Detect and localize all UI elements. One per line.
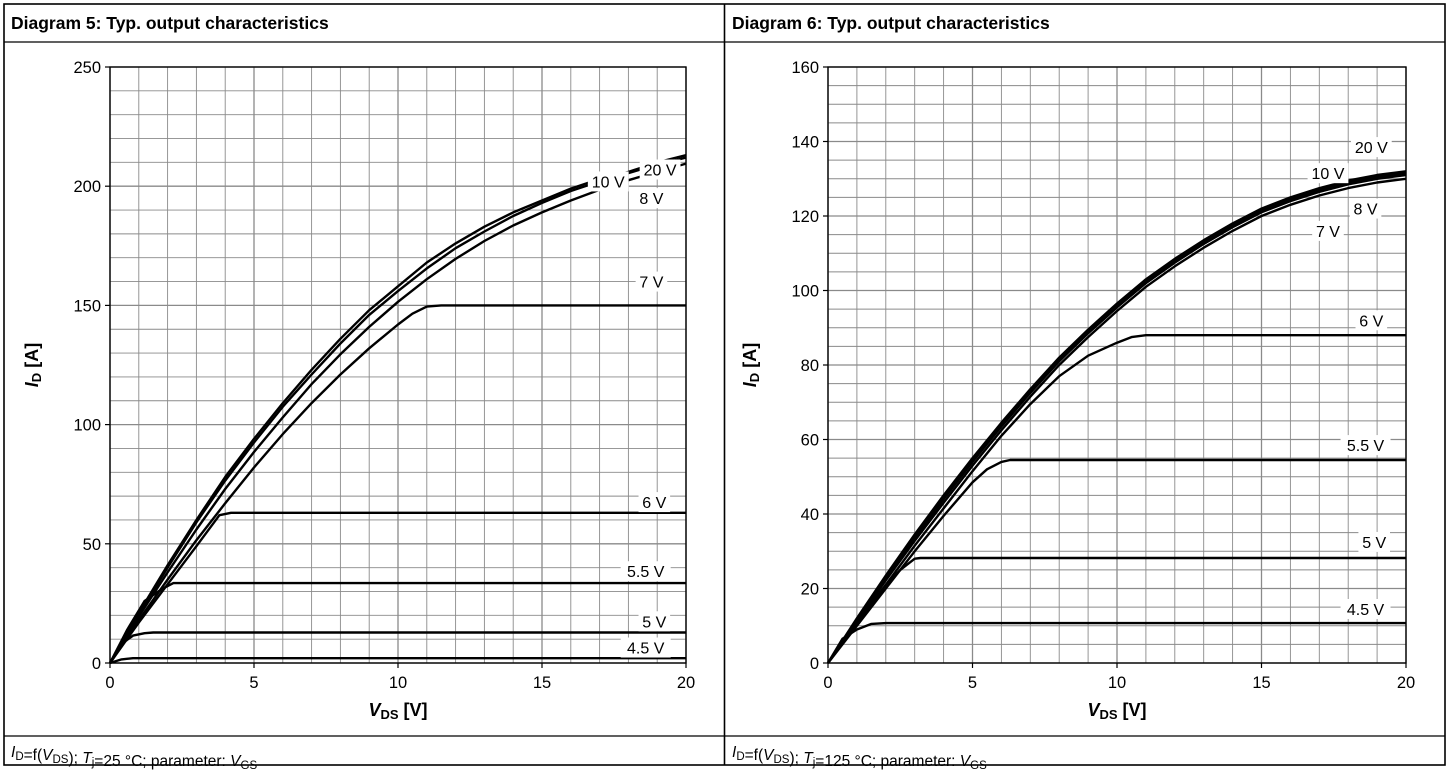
series-label-vgs-8V: 8 V (639, 191, 663, 208)
series-label-vgs-20V: 20 V (644, 163, 677, 180)
chart-title-diagram-5: Diagram 5: Typ. output characteristics (11, 13, 329, 33)
y-tick-label: 60 (801, 432, 819, 450)
y-tick-label: 250 (73, 59, 101, 77)
y-tick-label: 20 (801, 581, 819, 599)
y-tick-label: 50 (83, 536, 101, 554)
series-curve-vgs-8V (827, 173, 1407, 664)
chart-panel-diagram-6: Diagram 6: Typ. output characteristics 0… (732, 13, 1415, 770)
chart-panel-diagram-5: Diagram 5: Typ. output characteristics 0… (11, 13, 695, 770)
series-label-background (1340, 598, 1391, 619)
y-tick-label: 120 (791, 208, 819, 226)
series-label-vgs-55V: 5.5 V (627, 564, 665, 581)
x-tick-label: 10 (389, 674, 407, 692)
grid (109, 66, 687, 664)
y-tick-label: 150 (73, 297, 101, 315)
grid (827, 66, 1407, 664)
series-label-background (1358, 531, 1391, 552)
y-tick-label: 200 (73, 178, 101, 196)
series-label-vgs-5V: 5 V (1362, 535, 1386, 552)
series-label-background (639, 159, 681, 180)
series-curve-vgs-45V (826, 621, 1406, 664)
series-label-background (1340, 435, 1391, 456)
series-label-background (635, 188, 668, 209)
series-label-vgs-6V: 6 V (642, 495, 666, 512)
series-labels: 20 V 10 V 8 V 7 V 6 V 5.5 V 5 V 4.5 V (587, 159, 681, 658)
y-tick-label: 100 (73, 417, 101, 435)
series-label-background (638, 611, 671, 632)
series-label-vgs-55V: 5.5 V (1347, 438, 1385, 455)
series-label-background (1355, 310, 1388, 331)
series-label-background (638, 492, 671, 513)
series-curve-vgs-45V (109, 657, 686, 665)
series-label-background (1349, 198, 1382, 219)
x-axis-label: VDS [V] (1087, 700, 1146, 722)
series-label-vgs-6V: 6 V (1359, 313, 1383, 330)
x-tick-label: 20 (1397, 674, 1415, 692)
series-label-background (1307, 163, 1349, 184)
y-tick-label: 40 (801, 506, 819, 524)
y-axis-label: ID [A] (740, 343, 762, 387)
series-label-vgs-45V: 4.5 V (1347, 602, 1385, 619)
series-curve-vgs-55V (827, 458, 1406, 664)
series-label-background (1312, 220, 1344, 241)
series-label-vgs-45V: 4.5 V (627, 641, 665, 658)
series-curve-vgs-7V (827, 177, 1407, 664)
series-label-background (587, 171, 629, 192)
series-labels: 20 V 10 V 8 V 7 V 6 V 5.5 V 5 V 4.5 V (1307, 137, 1392, 619)
series-curves (826, 170, 1407, 664)
chart-caption-diagram-6: ID=f(VDS); Tj=125 °C; parameter: VGS (732, 744, 987, 770)
x-tick-label: 0 (105, 674, 114, 692)
y-tick-label: 100 (791, 283, 819, 301)
x-tick-label: 20 (677, 674, 695, 692)
chart-title-diagram-6: Diagram 6: Typ. output characteristics (732, 13, 1050, 33)
series-label-vgs-7V: 7 V (1316, 224, 1340, 241)
series-curve-vgs-8V (108, 162, 687, 664)
x-tick-label: 15 (533, 674, 551, 692)
series-label-background (620, 637, 671, 658)
series-label-vgs-20V: 20 V (1355, 140, 1388, 157)
x-tick-label: 10 (1108, 674, 1126, 692)
x-tick-label: 15 (1252, 674, 1270, 692)
y-tick-label: 80 (801, 357, 819, 375)
series-label-vgs-5V: 5 V (642, 614, 666, 631)
x-tick-label: 5 (968, 674, 977, 692)
series-label-vgs-10V: 10 V (1312, 166, 1345, 183)
plot-diagram-6: 0 5 10 15 20 0 20 40 60 80 100 120 140 160 VDS [V] ID [… (740, 59, 1415, 722)
x-tick-label: 5 (249, 674, 258, 692)
y-tick-label: 140 (791, 134, 819, 152)
series-curve-vgs-6V (109, 511, 686, 664)
x-tick-label: 0 (823, 674, 832, 692)
x-axis-label: VDS [V] (368, 700, 427, 722)
y-tick-label: 0 (810, 655, 819, 673)
series-curve-vgs-7V (109, 304, 686, 664)
y-tick-label: 0 (92, 655, 101, 673)
y-tick-label: 160 (791, 59, 819, 77)
series-label-background (620, 561, 671, 582)
series-curve-vgs-5V (108, 631, 686, 664)
y-axis-label: ID [A] (22, 343, 44, 387)
series-label-vgs-8V: 8 V (1354, 202, 1378, 219)
series-label-background (635, 271, 668, 292)
series-label-vgs-10V: 10 V (592, 174, 625, 191)
chart-caption-diagram-5: ID=f(VDS); Tj=25 °C; parameter: VGS (11, 744, 257, 770)
series-curve-vgs-55V (108, 581, 686, 664)
series-label-background (1350, 137, 1392, 158)
series-label-vgs-7V: 7 V (639, 275, 663, 292)
